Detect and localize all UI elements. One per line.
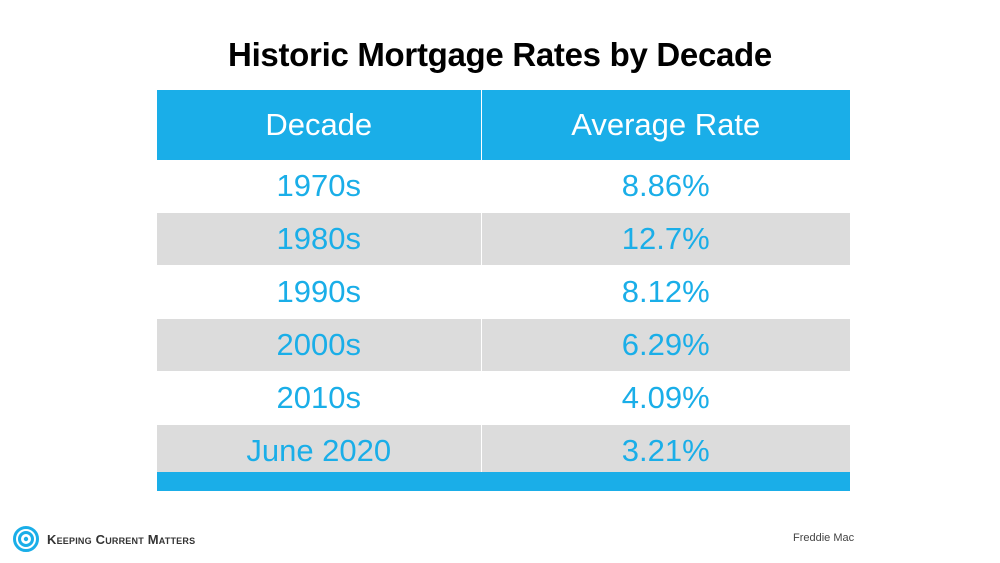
keeping-current-matters-logo: Keeping Current Matters bbox=[13, 526, 195, 552]
decade-cell: 1990s bbox=[157, 265, 481, 319]
decade-cell: 2010s bbox=[157, 371, 481, 425]
chart-title: Historic Mortgage Rates by Decade bbox=[228, 36, 772, 73]
table-row: 2000s 6.29% bbox=[157, 318, 850, 372]
average-rate-cell: 8.12% bbox=[480, 265, 850, 319]
table-row: 1980s 12.7% bbox=[157, 212, 850, 266]
average-rate-cell: 4.09% bbox=[480, 371, 850, 425]
table-row: June 2020 3.21% bbox=[157, 424, 850, 477]
table-row: 1990s 8.12% bbox=[157, 265, 850, 319]
decade-cell: 1970s bbox=[157, 160, 481, 213]
column-header-decade: Decade bbox=[157, 90, 481, 160]
column-header-average-rate: Average Rate bbox=[480, 90, 850, 160]
decade-cell: 1980s bbox=[157, 212, 481, 266]
decade-cell: June 2020 bbox=[157, 424, 481, 477]
mortgage-rates-table: Decade Average Rate 1970s 8.86% 1980s 12.7%… bbox=[157, 90, 850, 477]
table-body: 1970s 8.86% 1980s 12.7% 1990s 8.12% 2000s 6.29%… bbox=[157, 160, 850, 477]
table-row: 1970s 8.86% bbox=[157, 160, 850, 213]
table-row: 2010s 4.09% bbox=[157, 371, 850, 425]
table-header-row: Decade Average Rate bbox=[157, 90, 850, 160]
average-rate-cell: 6.29% bbox=[480, 318, 850, 372]
average-rate-cell: 3.21% bbox=[480, 424, 850, 477]
source-credit: Freddie Mac bbox=[793, 532, 855, 544]
average-rate-cell: 12.7% bbox=[480, 212, 850, 266]
kcm-circle-logo-icon bbox=[13, 526, 39, 552]
table-footer-bar bbox=[157, 472, 850, 491]
logo-text: Keeping Current Matters bbox=[47, 531, 196, 547]
average-rate-cell: 8.86% bbox=[480, 160, 850, 213]
decade-cell: 2000s bbox=[157, 318, 481, 372]
